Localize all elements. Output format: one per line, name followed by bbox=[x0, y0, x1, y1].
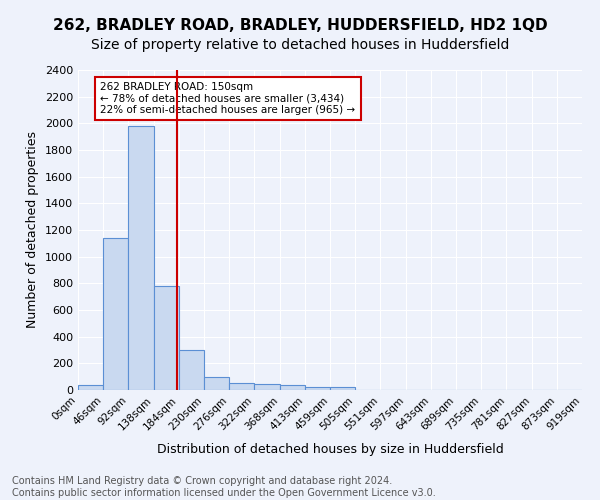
Bar bbox=[154, 286, 179, 390]
Bar bbox=[78, 384, 103, 390]
Text: 262 BRADLEY ROAD: 150sqm
← 78% of detached houses are smaller (3,434)
22% of sem: 262 BRADLEY ROAD: 150sqm ← 78% of detach… bbox=[100, 82, 355, 115]
Bar bbox=[229, 384, 254, 390]
Bar bbox=[103, 238, 128, 390]
Y-axis label: Number of detached properties: Number of detached properties bbox=[26, 132, 40, 328]
Text: Contains HM Land Registry data © Crown copyright and database right 2024.
Contai: Contains HM Land Registry data © Crown c… bbox=[12, 476, 436, 498]
X-axis label: Distribution of detached houses by size in Huddersfield: Distribution of detached houses by size … bbox=[157, 443, 503, 456]
Bar bbox=[204, 376, 229, 390]
Bar bbox=[179, 350, 204, 390]
Bar bbox=[128, 126, 154, 390]
Text: Size of property relative to detached houses in Huddersfield: Size of property relative to detached ho… bbox=[91, 38, 509, 52]
Bar bbox=[280, 386, 305, 390]
Text: 262, BRADLEY ROAD, BRADLEY, HUDDERSFIELD, HD2 1QD: 262, BRADLEY ROAD, BRADLEY, HUDDERSFIELD… bbox=[53, 18, 547, 32]
Bar bbox=[330, 388, 355, 390]
Bar bbox=[254, 384, 280, 390]
Bar bbox=[305, 388, 330, 390]
